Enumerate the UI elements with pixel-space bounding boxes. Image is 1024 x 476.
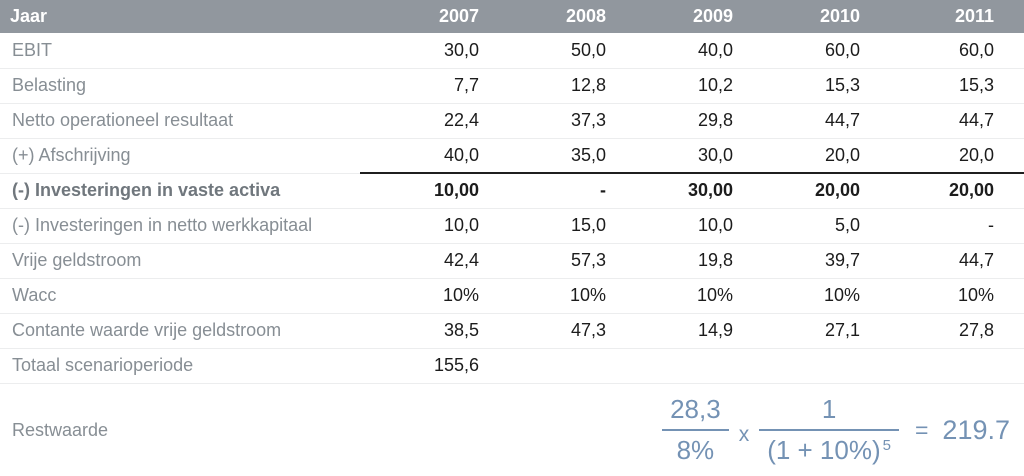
- cell-value: [868, 348, 1024, 384]
- row-label: Netto operationeel resultaat: [0, 103, 360, 139]
- table-row-investeringen-netto-werkkapitaal: (-) Investeringen in netto werkkapitaal …: [0, 208, 1024, 244]
- cell-value: 14,9: [614, 313, 741, 349]
- cell-value: 44,7: [741, 103, 868, 139]
- cell-value: 15,0: [487, 208, 614, 244]
- table-row-totaal-scenarioperiode: Totaal scenarioperiode 155,6: [0, 348, 1024, 384]
- equals-sign: =: [914, 416, 929, 443]
- cell-value: 30,0: [360, 33, 487, 69]
- cell-value: 15,3: [868, 68, 1024, 104]
- table-row-contante-waarde-vrije-geldstroom: Contante waarde vrije geldstroom 38,5 47…: [0, 313, 1024, 349]
- fraction1-numerator: 28,3: [670, 394, 721, 424]
- cell-value: 10%: [614, 278, 741, 314]
- column-header-2009: 2009: [614, 0, 741, 33]
- cell-value: 50,0: [487, 33, 614, 69]
- cell-value: 27,8: [868, 313, 1024, 349]
- formula-fraction-2: 1 (1 + 10%) 5: [759, 394, 899, 466]
- table-row-vrije-geldstroom: Vrije geldstroom 42,4 57,3 19,8 39,7 44,…: [0, 243, 1024, 279]
- formula-result: 219.7: [942, 414, 1010, 445]
- fraction2-denominator: (1 + 10%) 5: [759, 429, 899, 466]
- cell-value: 10%: [487, 278, 614, 314]
- cell-value: 29,8: [614, 103, 741, 139]
- cell-value: 20,00: [868, 172, 1024, 209]
- row-label: (-) Investeringen in vaste activa: [0, 173, 360, 209]
- cell-value: 19,8: [614, 243, 741, 279]
- cell-value: 30,0: [614, 138, 741, 174]
- cell-value: 38,5: [360, 313, 487, 349]
- cell-value: 57,3: [487, 243, 614, 279]
- cell-value: 20,0: [741, 138, 868, 174]
- cell-value: 22,4: [360, 103, 487, 139]
- row-label: Wacc: [0, 278, 360, 314]
- cell-value: -: [868, 208, 1024, 244]
- cell-value: 42,4: [360, 243, 487, 279]
- cell-value: 15,3: [741, 68, 868, 104]
- fraction2-exponent: 5: [882, 437, 891, 454]
- restwaarde-formula: 28,3 8% x 1 (1 + 10%) 5 = 219.7: [662, 394, 1010, 466]
- cell-value: 10%: [868, 278, 1024, 314]
- row-label: (-) Investeringen in netto werkkapitaal: [0, 208, 360, 244]
- formula-fraction-1: 28,3 8%: [662, 394, 729, 466]
- table-header-row: Jaar 2007 2008 2009 2010 2011: [0, 0, 1024, 33]
- cell-value: [614, 348, 741, 384]
- cell-value: -: [487, 172, 614, 209]
- cell-value: 40,0: [360, 138, 487, 174]
- cell-value: 12,8: [487, 68, 614, 104]
- cash-flow-table: Jaar 2007 2008 2009 2010 2011 EBIT 30,0 …: [0, 0, 1024, 384]
- column-header-2010: 2010: [741, 0, 868, 33]
- column-header-2007: 2007: [360, 0, 487, 33]
- table-row-investeringen-vaste-activa: (-) Investeringen in vaste activa 10,00 …: [0, 172, 1024, 209]
- cell-value: 10,00: [360, 172, 487, 209]
- cell-value: 44,7: [868, 103, 1024, 139]
- multiply-operator: x: [738, 423, 750, 446]
- cell-value: 10,0: [614, 208, 741, 244]
- fraction2-numerator: 1: [821, 394, 837, 424]
- cell-value: [741, 348, 868, 384]
- column-header-2008: 2008: [487, 0, 614, 33]
- restwaarde-row: Restwaarde 28,3 8% x 1 (1 + 10%) 5 = 219.…: [0, 383, 1024, 476]
- table-row-ebit: EBIT 30,0 50,0 40,0 60,0 60,0: [0, 33, 1024, 69]
- table-row-afschrijving: (+) Afschrijving 40,0 35,0 30,0 20,0 20,…: [0, 138, 1024, 174]
- column-header-2011: 2011: [868, 0, 1024, 33]
- fraction2-denominator-base: (1 + 10%): [767, 435, 881, 465]
- row-label: Vrije geldstroom: [0, 243, 360, 279]
- row-label: Totaal scenarioperiode: [0, 348, 360, 384]
- row-label: Belasting: [0, 68, 360, 104]
- cell-value: 60,0: [868, 33, 1024, 69]
- cell-value: 44,7: [868, 243, 1024, 279]
- fraction1-denominator: 8%: [662, 429, 729, 466]
- row-label: Contante waarde vrije geldstroom: [0, 313, 360, 349]
- cell-value: 47,3: [487, 313, 614, 349]
- cell-value: 20,0: [868, 138, 1024, 174]
- cell-value: 27,1: [741, 313, 868, 349]
- restwaarde-label: Restwaarde: [12, 419, 109, 440]
- cell-value: 60,0: [741, 33, 868, 69]
- cell-value: 5,0: [741, 208, 868, 244]
- cell-value: 37,3: [487, 103, 614, 139]
- cell-value: 7,7: [360, 68, 487, 104]
- table-row-netto-operationeel-resultaat: Netto operationeel resultaat 22,4 37,3 2…: [0, 103, 1024, 139]
- cell-value: 35,0: [487, 138, 614, 174]
- cell-value: 10,2: [614, 68, 741, 104]
- table-row-belasting: Belasting 7,7 12,8 10,2 15,3 15,3: [0, 68, 1024, 104]
- cell-value: 10,0: [360, 208, 487, 244]
- table-row-wacc: Wacc 10% 10% 10% 10% 10%: [0, 278, 1024, 314]
- cell-value: 155,6: [360, 348, 487, 384]
- cell-value: 39,7: [741, 243, 868, 279]
- row-label: EBIT: [0, 33, 360, 69]
- cell-value: 30,00: [614, 172, 741, 209]
- cell-value: 10%: [360, 278, 487, 314]
- cell-value: [487, 348, 614, 384]
- row-label: (+) Afschrijving: [0, 138, 360, 174]
- cell-value: 10%: [741, 278, 868, 314]
- cell-value: 40,0: [614, 33, 741, 69]
- column-header-jaar: Jaar: [0, 0, 360, 33]
- cell-value: 20,00: [741, 172, 868, 209]
